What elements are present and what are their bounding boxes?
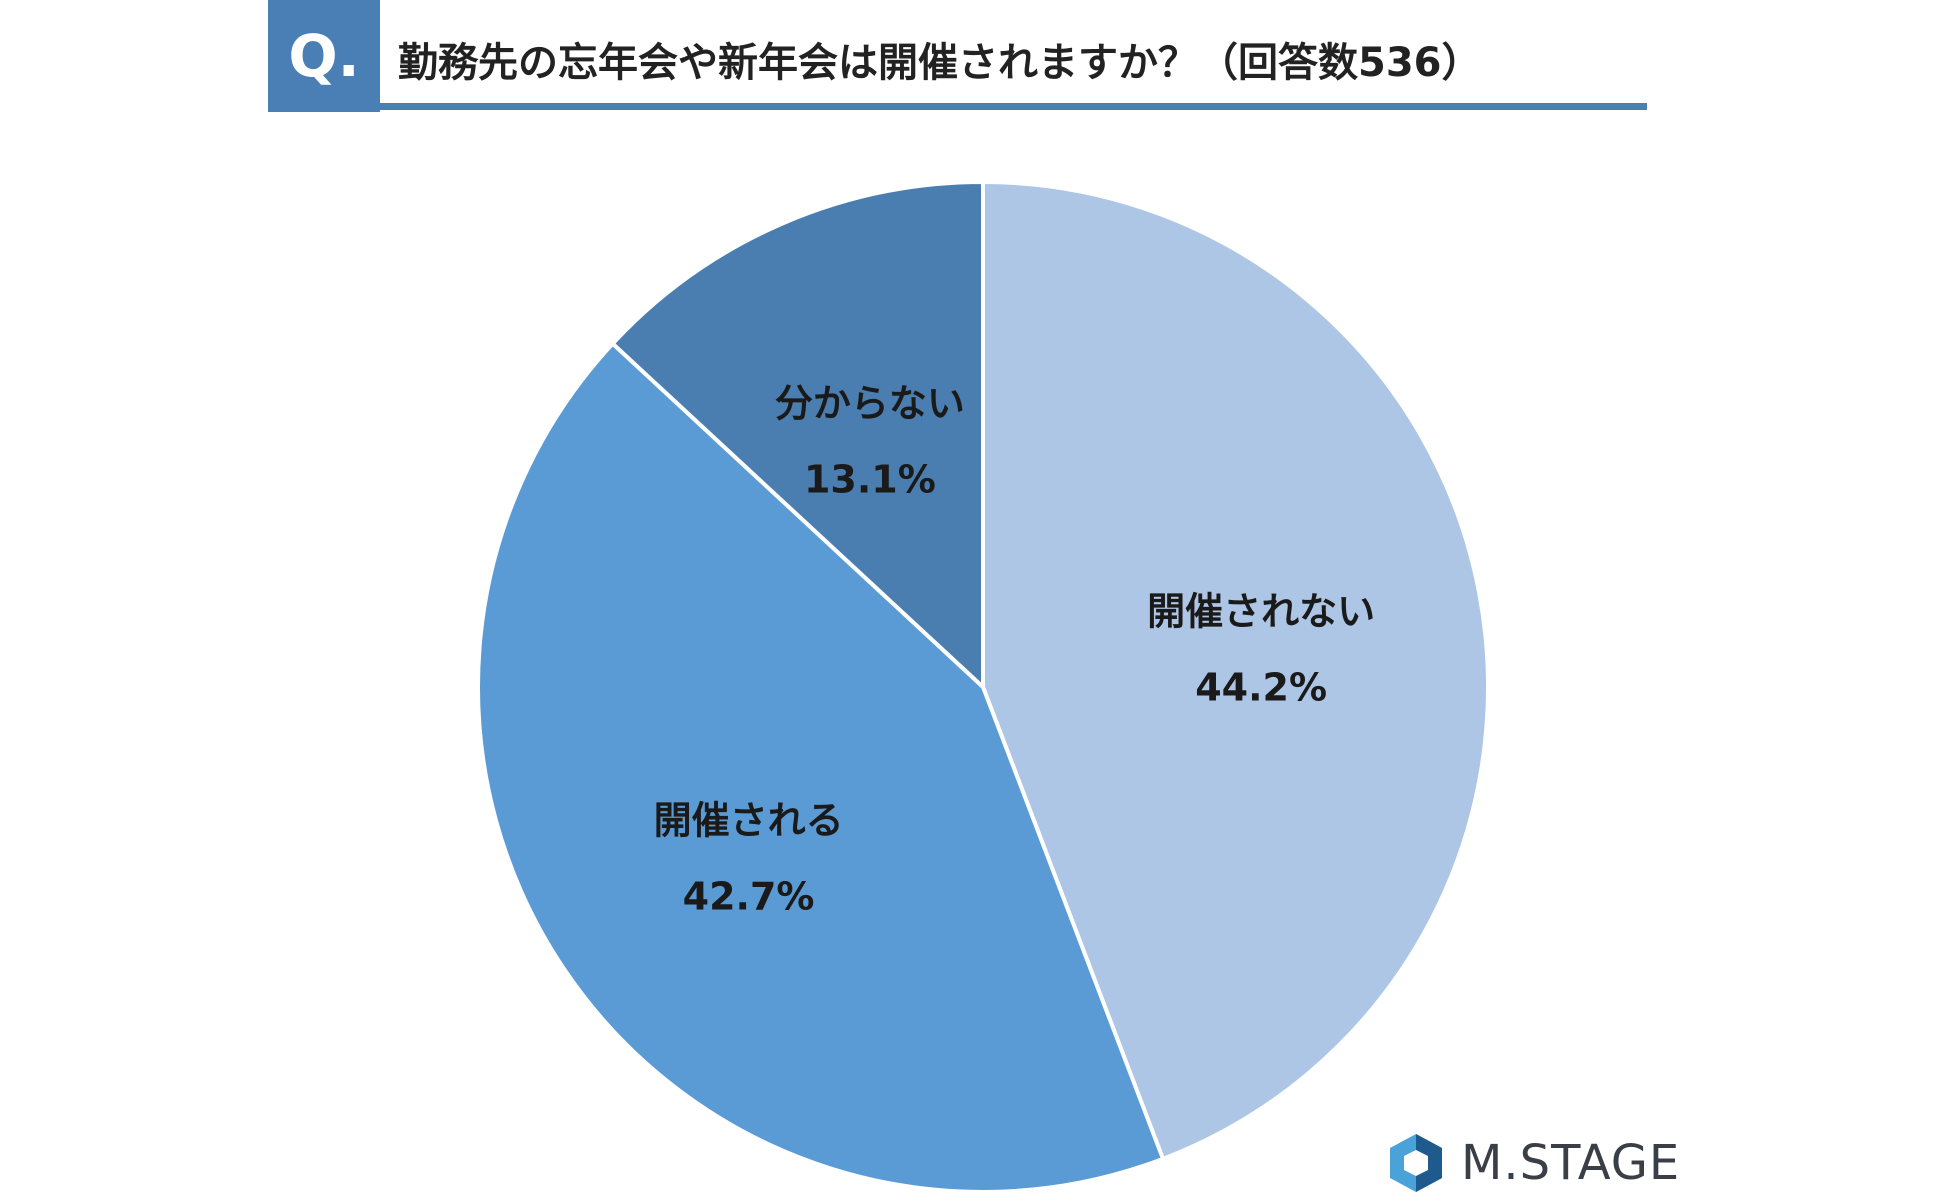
pie-slice-3 bbox=[610, 180, 985, 689]
pie-slice-1 bbox=[981, 180, 1490, 1161]
logo-text: M.STAGE bbox=[1461, 1135, 1681, 1191]
title-underline bbox=[380, 103, 1647, 110]
pie-slice-2-value: 42.7% bbox=[683, 875, 815, 919]
pie-labels: 開催されない 44.2% 開催される 42.7% 分からない 13.1% bbox=[654, 381, 1376, 918]
question-badge: Q. bbox=[268, 0, 380, 112]
pie-slice-2 bbox=[476, 341, 1165, 1195]
pie-slice-3-value: 13.1% bbox=[804, 457, 936, 501]
logo-mark-icon bbox=[1390, 1134, 1442, 1192]
pie-slice-2-label: 開催される bbox=[654, 799, 844, 843]
pie-slice-1-label: 開催されない bbox=[1147, 589, 1375, 633]
chart-title: 勤務先の忘年会や新年会は開催されますか？（回答数536） bbox=[398, 40, 1482, 86]
pie-slice-3-label: 分からない bbox=[775, 381, 965, 425]
pie-slices bbox=[476, 180, 1490, 1195]
pie-slice-1-value: 44.2% bbox=[1195, 665, 1327, 709]
brand-logo: M.STAGE bbox=[1385, 1130, 1680, 1196]
